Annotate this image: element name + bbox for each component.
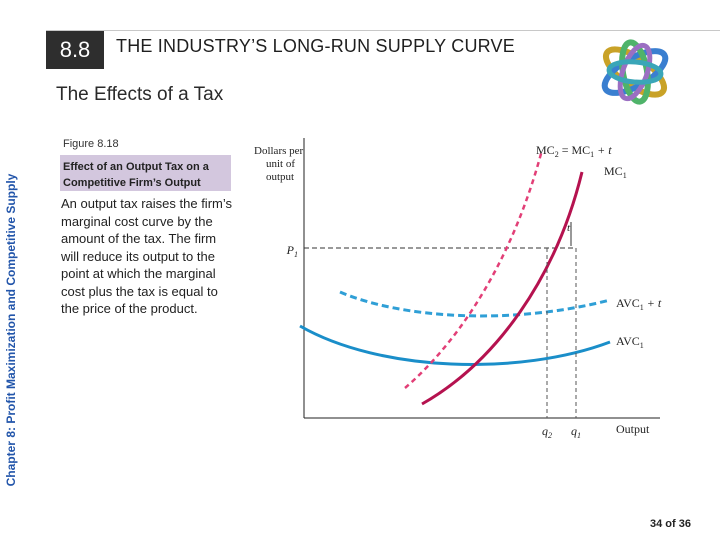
page-number: 34 of 36 (650, 518, 691, 530)
mc2-label-sub: 2 (555, 150, 559, 159)
q1-tick-sub: 1 (577, 431, 581, 440)
tax-effect-chart: Dollars per unit of output P1 t q2 q1 Ou… (254, 138, 662, 440)
mc2-label-tail: + t (594, 143, 612, 157)
price-label-main: P (286, 243, 295, 257)
q2-tick-main: q (542, 424, 548, 438)
mc1-label-main: MC (604, 164, 623, 178)
mc1-label: MC1 (604, 164, 627, 180)
price-label-sub: 1 (294, 250, 298, 259)
avc1-label-main: AVC (616, 334, 640, 348)
mc1-curve (421, 171, 584, 406)
avc1-plus-t-curve (339, 290, 611, 318)
header-rule (46, 30, 720, 31)
figure-caption-background (60, 155, 231, 191)
y-axis-label-line-3: output (266, 171, 294, 183)
mc2-label-rest: = MC (559, 143, 590, 157)
mc2-label: MC2 = MC1 + t (536, 143, 612, 159)
q1-tick-main: q (571, 424, 577, 438)
y-axis-label-line-2: unit of (266, 158, 295, 170)
mc1-label-sub: 1 (623, 171, 627, 180)
chapter-side-label: Chapter 8: Profit Maximization and Compe… (4, 173, 18, 487)
mc2-label-main: MC (536, 143, 555, 157)
mc2-label-sub2: 1 (590, 150, 594, 159)
rings-logo-icon (601, 39, 669, 105)
avc1-plus-t-label-sub: 1 (640, 303, 644, 312)
tax-label: t (567, 222, 571, 234)
y-axis-label-line-1: Dollars per (254, 145, 304, 157)
avc1-curve (299, 324, 611, 366)
mc2-curve (404, 149, 544, 389)
q1-tick-label: q1 (571, 424, 581, 440)
section-number: 8.8 (46, 31, 104, 69)
q2-tick-sub: 2 (548, 431, 552, 440)
avc1-plus-t-label: AVC1 + t (616, 296, 662, 312)
section-title: THE INDUSTRY’S LONG-RUN SUPPLY CURVE (116, 36, 515, 56)
figure-caption: Effect of an Output Tax on a Competitive… (63, 161, 209, 189)
avc1-plus-t-label-tail: + t (644, 296, 662, 310)
q2-tick-label: q2 (542, 424, 552, 440)
slide-subtitle: The Effects of a Tax (56, 84, 224, 105)
price-label: P1 (286, 243, 298, 259)
figure-explanation: An output tax raises the firm’s marginal… (61, 196, 233, 316)
avc1-plus-t-label-main: AVC (616, 296, 640, 310)
figure-label: Figure 8.18 (63, 138, 119, 150)
x-axis-label: Output (616, 422, 650, 436)
avc1-label-sub: 1 (640, 341, 644, 350)
avc1-label: AVC1 (616, 334, 644, 350)
